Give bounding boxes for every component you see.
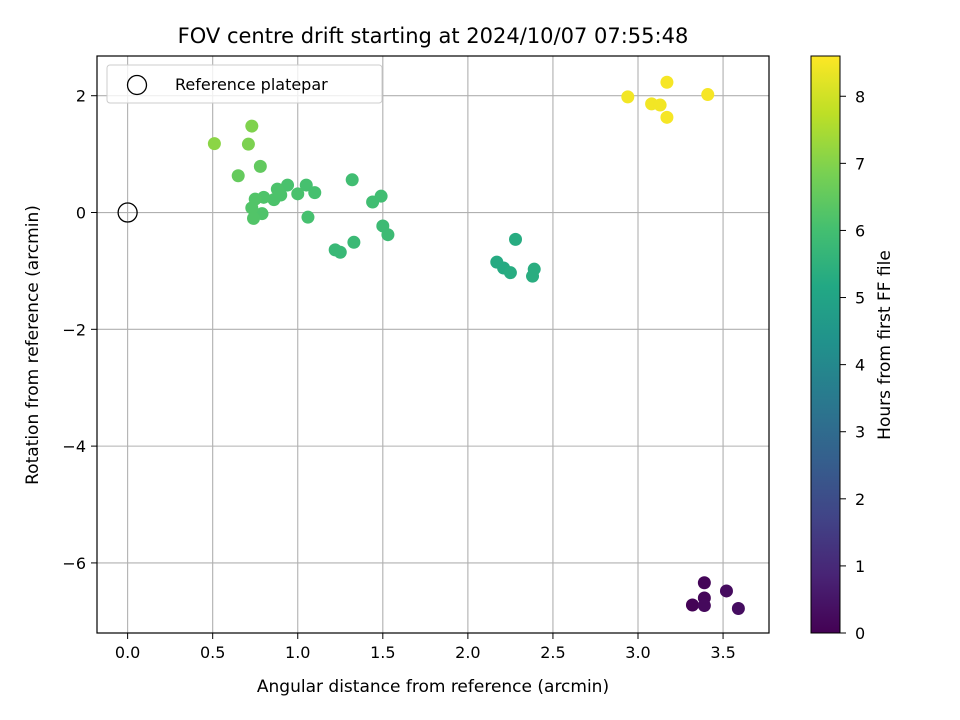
data-point bbox=[685, 598, 699, 612]
data-point bbox=[241, 137, 255, 151]
colorbar-ticks: 0 1 2 3 4 5 6 7 8 bbox=[840, 87, 865, 643]
x-tick-label: 0.5 bbox=[200, 643, 225, 662]
x-tick-label: 0.0 bbox=[115, 643, 140, 662]
legend-box bbox=[106, 64, 383, 104]
chart-title: FOV centre drift starting at 2024/10/07 … bbox=[178, 24, 689, 48]
data-point bbox=[301, 210, 315, 224]
x-tick-label: 2.0 bbox=[455, 643, 480, 662]
grid bbox=[97, 56, 769, 633]
data-point bbox=[381, 228, 395, 242]
data-point bbox=[231, 169, 245, 183]
scatter-points bbox=[117, 75, 745, 615]
data-point bbox=[653, 98, 667, 112]
y-tick-label: −4 bbox=[62, 437, 86, 456]
y-axis-label: Rotation from reference (arcmin) bbox=[23, 205, 43, 485]
data-point bbox=[509, 232, 523, 246]
y-tick-label: −6 bbox=[62, 554, 86, 573]
data-point bbox=[308, 186, 322, 200]
colorbar-tick-label: 4 bbox=[855, 356, 865, 375]
reference-platepar-point bbox=[117, 202, 138, 223]
legend: Reference platepar bbox=[106, 64, 383, 104]
y-tick-label: 2 bbox=[76, 87, 86, 106]
colorbar-tick-label: 7 bbox=[855, 154, 865, 173]
x-axis-ticks: 0.0 0.5 1.0 1.5 2.0 2.5 3.0 3.5 bbox=[115, 633, 736, 662]
data-point bbox=[527, 262, 541, 276]
data-point bbox=[374, 189, 388, 203]
data-point bbox=[345, 173, 359, 187]
data-point bbox=[333, 245, 347, 259]
data-point bbox=[621, 90, 635, 104]
colorbar bbox=[810, 55, 841, 634]
data-point bbox=[697, 599, 711, 613]
x-tick-label: 3.0 bbox=[625, 643, 650, 662]
colorbar-tick-label: 6 bbox=[855, 221, 865, 240]
data-point bbox=[719, 584, 733, 598]
colorbar-tick-label: 2 bbox=[855, 490, 865, 509]
x-tick-label: 1.0 bbox=[285, 643, 310, 662]
data-point bbox=[347, 235, 361, 249]
data-point bbox=[731, 601, 745, 615]
data-point bbox=[660, 110, 674, 124]
colorbar-tick-label: 1 bbox=[855, 557, 865, 576]
colorbar-tick-label: 8 bbox=[855, 87, 865, 106]
data-point bbox=[291, 187, 305, 201]
data-point bbox=[247, 211, 261, 225]
y-axis-ticks: −6 −4 −2 0 2 bbox=[62, 87, 97, 573]
data-point bbox=[701, 88, 715, 102]
colorbar-tick-label: 5 bbox=[855, 289, 865, 308]
data-point bbox=[245, 119, 259, 133]
y-tick-label: −2 bbox=[62, 320, 86, 339]
colorbar-tick-label: 3 bbox=[855, 423, 865, 442]
y-tick-label: 0 bbox=[76, 204, 86, 223]
data-point bbox=[697, 576, 711, 590]
data-point bbox=[660, 75, 674, 89]
data-point bbox=[207, 137, 221, 151]
data-point bbox=[267, 193, 281, 207]
data-point bbox=[281, 178, 295, 192]
data-point bbox=[270, 182, 284, 196]
x-tick-label: 2.5 bbox=[540, 643, 565, 662]
data-point bbox=[503, 266, 517, 280]
colorbar-tick-label: 0 bbox=[855, 624, 865, 643]
colorbar-label: Hours from first FF file bbox=[875, 250, 895, 440]
data-point bbox=[253, 159, 267, 173]
x-tick-label: 1.5 bbox=[370, 643, 395, 662]
x-axis-label: Angular distance from reference (arcmin) bbox=[257, 677, 609, 697]
legend-label: Reference platepar bbox=[175, 75, 328, 94]
x-tick-label: 3.5 bbox=[710, 643, 735, 662]
data-point bbox=[245, 201, 259, 215]
legend-marker bbox=[126, 74, 148, 96]
data-point bbox=[299, 178, 313, 192]
plot-frame bbox=[96, 55, 770, 634]
